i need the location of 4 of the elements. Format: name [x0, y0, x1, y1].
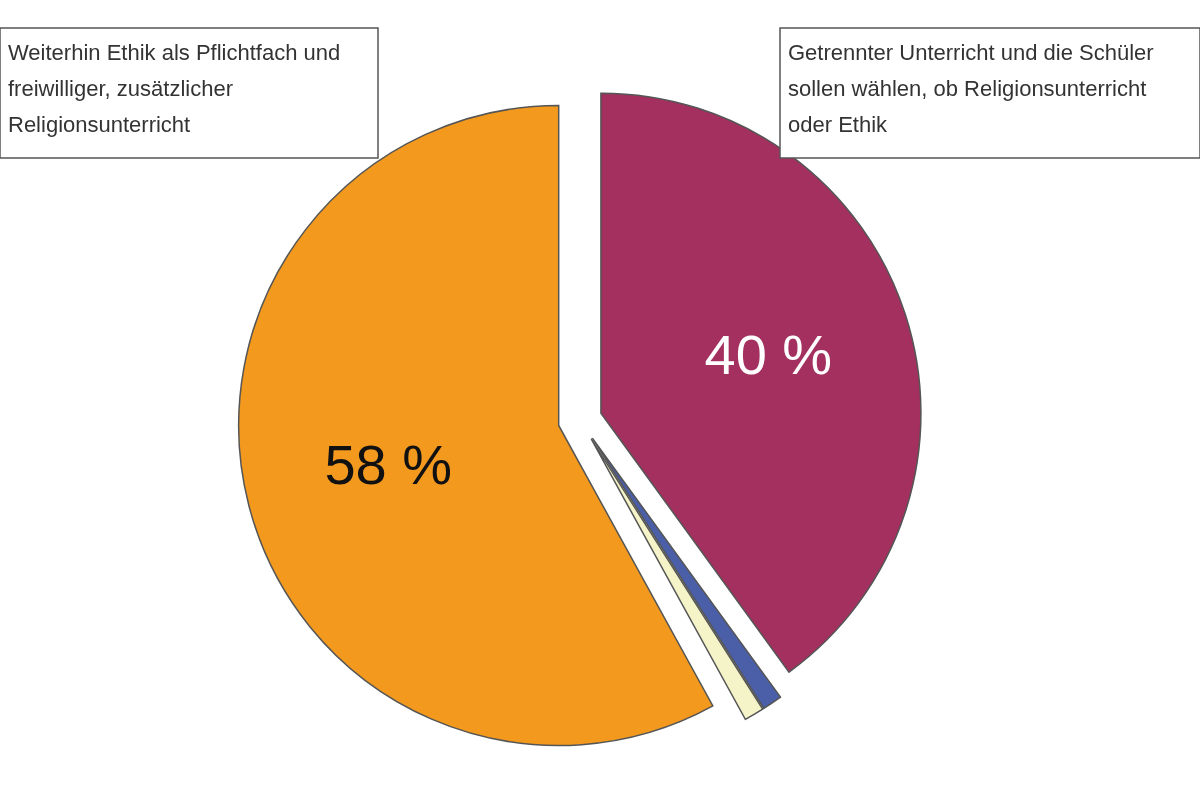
slice-label: Weiterhin Ethik als Pflichtfach und freiwilliger, zusätzlicher Religionsunterricht	[8, 40, 341, 137]
data-label: 58 %	[324, 433, 453, 497]
slice-label: Getrennter Unterricht und die Schüler sollen wählen, ob Religionsunterricht oder Ethik	[788, 40, 1154, 137]
data-label: 40 %	[704, 322, 833, 386]
